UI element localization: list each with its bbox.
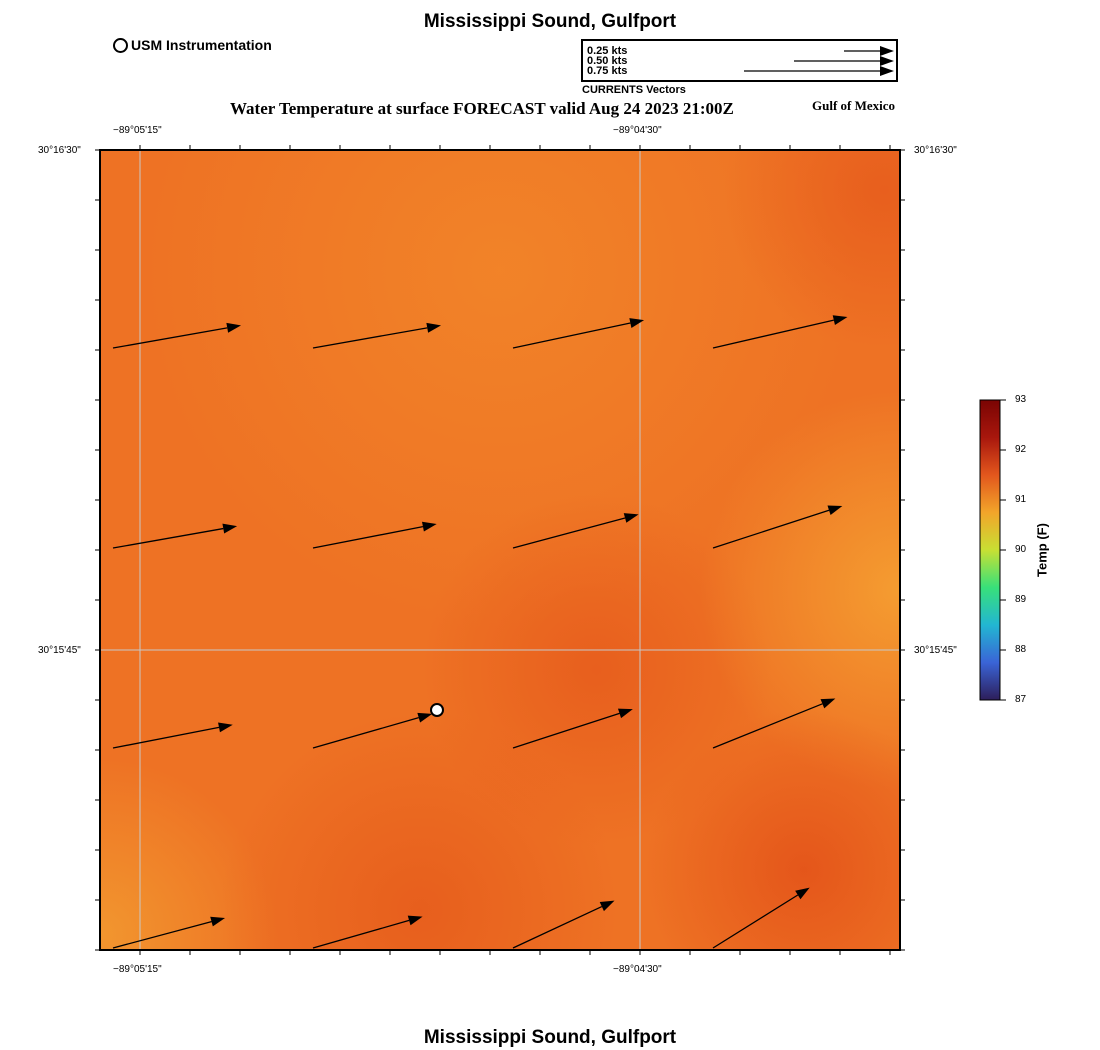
station-legend: USM Instrumentation xyxy=(113,37,272,53)
current-vector-r2-c1 xyxy=(112,523,238,549)
region-label: Gulf of Mexico xyxy=(812,98,896,113)
map-title-top: Mississippi Sound, Gulfport xyxy=(423,11,677,32)
colorbar-ticks xyxy=(1000,399,1006,701)
lat-tick-left-2: 30°15'45" xyxy=(38,645,81,656)
vector-scale-label-2: 0.50 kts xyxy=(587,55,628,67)
lon-tick-top-1: −89°05'15" xyxy=(113,125,162,136)
map-gridlines xyxy=(100,150,900,950)
vector-legend-caption: CURRENTS Vectors xyxy=(582,84,686,96)
temperature-colorbar xyxy=(979,399,1001,701)
lon-tick-bottom-2: −89°04'30" xyxy=(613,964,662,975)
colorbar-tick-92: 92 xyxy=(1015,444,1027,455)
current-vector-r3-c1 xyxy=(112,722,233,749)
current-vector-r3-c4 xyxy=(712,698,836,749)
station-marker-icon xyxy=(113,37,128,53)
current-vector-r4-c2 xyxy=(312,915,423,949)
current-vector-r1-c1 xyxy=(112,322,242,349)
lat-tick-right-1: 30°16'30" xyxy=(914,145,957,156)
current-vector-r2-c4 xyxy=(712,505,843,549)
lon-tick-bottom-1: −89°05'15" xyxy=(113,964,162,975)
current-vector-r2-c2 xyxy=(312,521,437,549)
current-vector-r3-c2 xyxy=(312,712,433,749)
vector-scale-label-1: 0.25 kts xyxy=(587,45,628,57)
map-title-bottom: Mississippi Sound, Gulfport xyxy=(423,1027,677,1048)
colorbar-tick-87: 87 xyxy=(1015,694,1027,705)
map-frame xyxy=(99,149,901,951)
lon-tick-top-2: −89°04'30" xyxy=(613,125,662,136)
temperature-field xyxy=(100,150,900,950)
vector-scale-arrows xyxy=(744,46,894,76)
colorbar-tick-88: 88 xyxy=(1015,644,1027,655)
current-vector-r3-c3 xyxy=(512,708,633,749)
current-vector-r2-c3 xyxy=(512,513,639,549)
colorbar-tick-93: 93 xyxy=(1015,394,1027,405)
colorbar-tick-90: 90 xyxy=(1015,544,1027,555)
vector-scale-arrow-3 xyxy=(744,66,894,76)
current-vector-r1-c3 xyxy=(512,318,645,349)
current-vectors xyxy=(112,315,848,949)
station-legend-label: USM Instrumentation xyxy=(131,37,272,53)
colorbar-tick-89: 89 xyxy=(1015,594,1027,605)
forecast-subtitle: Water Temperature at surface FORECAST va… xyxy=(230,99,734,118)
vector-scale-legend: 0.25 kts 0.50 kts 0.75 kts xyxy=(581,39,898,82)
vector-scale-arrow-1 xyxy=(844,46,894,56)
current-vector-r4-c3 xyxy=(512,900,615,949)
colorbar-tick-91: 91 xyxy=(1015,494,1027,505)
lat-tick-left-1: 30°16'30" xyxy=(38,145,81,156)
usm-station-marker[interactable] xyxy=(430,703,444,717)
current-vector-r4-c4 xyxy=(712,887,810,949)
current-vector-r1-c4 xyxy=(712,315,848,349)
lat-tick-right-2: 30°15'45" xyxy=(914,645,957,656)
vector-scale-arrow-2 xyxy=(794,56,894,66)
colorbar-title: Temp (F) xyxy=(1034,523,1050,577)
vector-scale-label-3: 0.75 kts xyxy=(587,65,628,77)
current-vector-r1-c2 xyxy=(312,322,442,349)
current-vector-r4-c1 xyxy=(112,916,226,949)
